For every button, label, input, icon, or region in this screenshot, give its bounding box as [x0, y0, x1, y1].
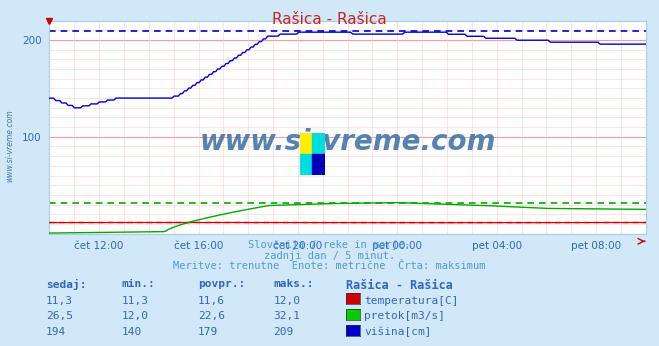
Text: sedaj:: sedaj:: [46, 279, 86, 290]
Text: 26,5: 26,5: [46, 311, 73, 321]
Text: Rašica - Rašica: Rašica - Rašica: [272, 12, 387, 27]
Text: 12,0: 12,0: [122, 311, 149, 321]
Text: 194: 194: [46, 327, 67, 337]
Text: 209: 209: [273, 327, 294, 337]
Text: 140: 140: [122, 327, 142, 337]
Text: maks.:: maks.:: [273, 279, 314, 289]
Bar: [312, 133, 325, 154]
Text: 11,6: 11,6: [198, 296, 225, 306]
Text: 179: 179: [198, 327, 218, 337]
Text: Meritve: trenutne  Enote: metrične  Črta: maksimum: Meritve: trenutne Enote: metrične Črta: …: [173, 261, 486, 271]
Text: www.si-vreme.com: www.si-vreme.com: [200, 128, 496, 156]
Bar: [300, 154, 312, 175]
Text: 32,1: 32,1: [273, 311, 301, 321]
Text: 12,0: 12,0: [273, 296, 301, 306]
Text: 11,3: 11,3: [46, 296, 73, 306]
Text: povpr.:: povpr.:: [198, 279, 245, 289]
Text: min.:: min.:: [122, 279, 156, 289]
Text: pretok[m3/s]: pretok[m3/s]: [364, 311, 445, 321]
Text: Slovenija / reke in morje.: Slovenija / reke in morje.: [248, 240, 411, 251]
Text: Rašica - Rašica: Rašica - Rašica: [346, 279, 453, 292]
Text: zadnji dan / 5 minut.: zadnji dan / 5 minut.: [264, 251, 395, 261]
Text: www.si-vreme.com: www.si-vreme.com: [5, 109, 14, 182]
Text: višina[cm]: višina[cm]: [364, 327, 432, 337]
Text: 22,6: 22,6: [198, 311, 225, 321]
Text: temperatura[C]: temperatura[C]: [364, 296, 459, 306]
Bar: [312, 154, 325, 175]
Text: 11,3: 11,3: [122, 296, 149, 306]
Bar: [300, 133, 312, 154]
